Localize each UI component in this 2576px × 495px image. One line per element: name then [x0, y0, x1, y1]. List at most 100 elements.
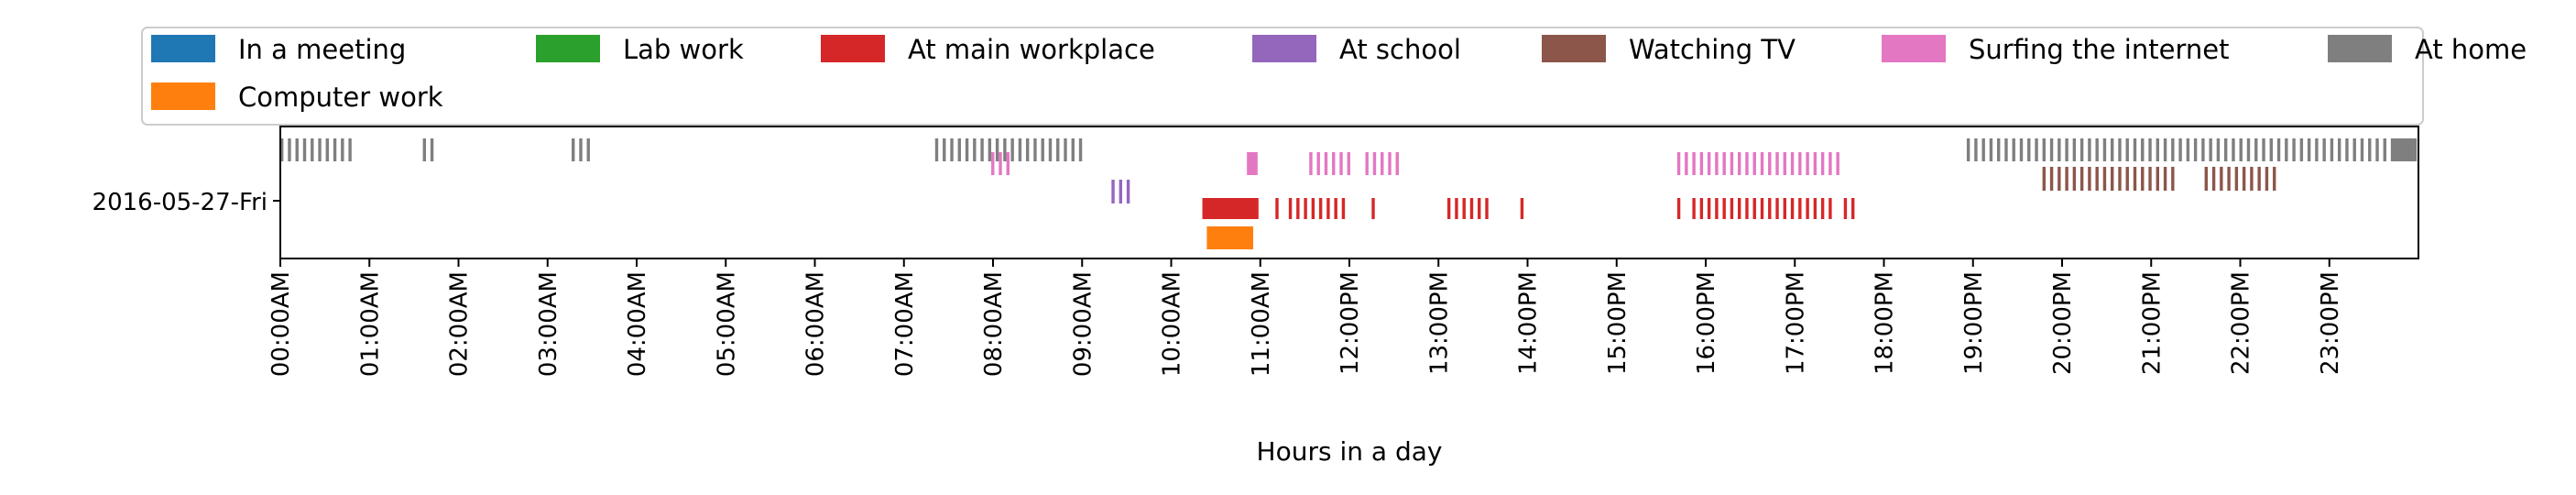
activity-dash	[2250, 167, 2254, 191]
activity-dash	[1275, 198, 1279, 219]
activity-dash	[1347, 152, 1350, 175]
activity-dash	[2272, 167, 2276, 191]
x-tick-label: 20:00PM	[2049, 271, 2077, 375]
activity-dash	[2019, 138, 2024, 161]
x-tick-label: 12:00PM	[1337, 271, 1364, 375]
activity-dash	[1768, 152, 1772, 175]
activity-dash	[1485, 198, 1489, 219]
activity-dash	[1372, 152, 1377, 175]
activity-dash	[2201, 138, 2205, 161]
activity-dash	[2125, 167, 2129, 191]
activity-block	[1202, 198, 1259, 219]
activity-dash	[2193, 138, 2198, 161]
legend-swatch	[1542, 35, 1606, 62]
activity-dash	[2163, 167, 2167, 191]
activity-dash	[2058, 167, 2061, 191]
activity-dash	[2156, 167, 2159, 191]
activity-dash	[348, 138, 352, 161]
x-tick-label: 07:00AM	[891, 271, 919, 377]
activity-dash	[2257, 167, 2261, 191]
activity-dash	[1715, 198, 1719, 219]
activity-dash	[1981, 138, 1985, 161]
activity-dash	[1339, 152, 1343, 175]
activity-dash	[2141, 167, 2145, 191]
activity-dash	[2058, 138, 2061, 161]
activity-dash	[2223, 138, 2228, 161]
x-tick-label: 01:00AM	[356, 271, 384, 377]
activity-dash	[341, 138, 344, 161]
activity-dash	[943, 138, 946, 161]
activity-dash	[2065, 138, 2068, 161]
legend-label: At school	[1339, 34, 1461, 65]
activity-dash	[1730, 198, 1734, 219]
legend-label: Lab work	[623, 34, 744, 65]
activity-dash	[1381, 152, 1384, 175]
activity-block	[2391, 138, 2418, 161]
legend: In a meeting Computer work Lab work At main…	[141, 27, 2527, 126]
x-tick-label: 03:00AM	[535, 271, 562, 377]
activity-dash	[2088, 138, 2091, 161]
activity-dash	[2299, 138, 2304, 161]
activity-dash	[2322, 138, 2326, 161]
activity-dash	[579, 138, 583, 161]
x-tick-label: 09:00AM	[1069, 271, 1097, 377]
activity-dash	[1843, 198, 1848, 219]
x-tick-label: 16:00PM	[1693, 271, 1720, 375]
activity-dash	[2269, 138, 2273, 161]
activity-dash	[2368, 138, 2372, 161]
activity-dash	[934, 138, 939, 161]
activity-dash	[2246, 138, 2251, 161]
legend-label: At main workplace	[908, 34, 1155, 65]
activity-dash	[1288, 198, 1293, 219]
activity-dash	[333, 138, 337, 161]
x-tick-label: 00:00AM	[267, 271, 295, 377]
activity-dash	[2239, 138, 2243, 161]
x-tick-label: 14:00PM	[1515, 271, 1543, 375]
activity-dash	[1836, 152, 1839, 175]
activity-dash	[1316, 152, 1320, 175]
legend-label: Watching TV	[1629, 34, 1796, 65]
activity-dash	[1446, 198, 1451, 219]
activity-dash	[1119, 180, 1123, 204]
activity-dash	[1798, 198, 1802, 219]
activity-dash	[2072, 167, 2077, 191]
x-tick-label: 11:00AM	[1248, 271, 1275, 377]
activity-dash	[2360, 138, 2364, 161]
activity-dash	[2027, 138, 2031, 161]
activity-dash	[1064, 138, 1067, 161]
activity-dash	[1828, 198, 1832, 219]
activity-dash	[1332, 152, 1336, 175]
x-tick-label: 05:00AM	[713, 271, 740, 377]
activity-dash	[1324, 152, 1328, 175]
activity-dash	[2204, 167, 2208, 191]
activity-dash	[1365, 152, 1369, 175]
x-tick-label: 19:00PM	[1960, 271, 1988, 375]
activity-dash	[2209, 138, 2212, 161]
activity-dash	[995, 138, 999, 161]
x-tick-label: 17:00PM	[1782, 271, 1809, 375]
activity-dash	[1790, 198, 1795, 219]
activity-dash	[1752, 198, 1756, 219]
legend-label: Surfing the internet	[1969, 34, 2229, 65]
activity-dash	[1768, 198, 1772, 219]
activity-dash	[2079, 167, 2084, 191]
activity-dash	[2171, 138, 2175, 161]
activity-dash	[1820, 152, 1825, 175]
activity-dash	[2049, 138, 2054, 161]
activity-dash	[1775, 152, 1779, 175]
activity-dash	[311, 138, 314, 161]
activity-dash	[2141, 138, 2145, 161]
activity-dash	[2118, 138, 2122, 161]
activity-dash	[1006, 152, 1010, 175]
y-axis-ticks: 2016-05-27-Fri	[93, 189, 280, 216]
activity-dash	[280, 138, 284, 161]
legend-label: Computer work	[238, 82, 443, 113]
activity-dash	[295, 138, 299, 161]
activity-dash	[999, 152, 1002, 175]
activity-dash	[1745, 152, 1749, 175]
activity-dash	[302, 138, 307, 161]
activity-dash	[1851, 198, 1855, 219]
activity-dash	[1828, 152, 1832, 175]
activity-dash	[2307, 138, 2311, 161]
